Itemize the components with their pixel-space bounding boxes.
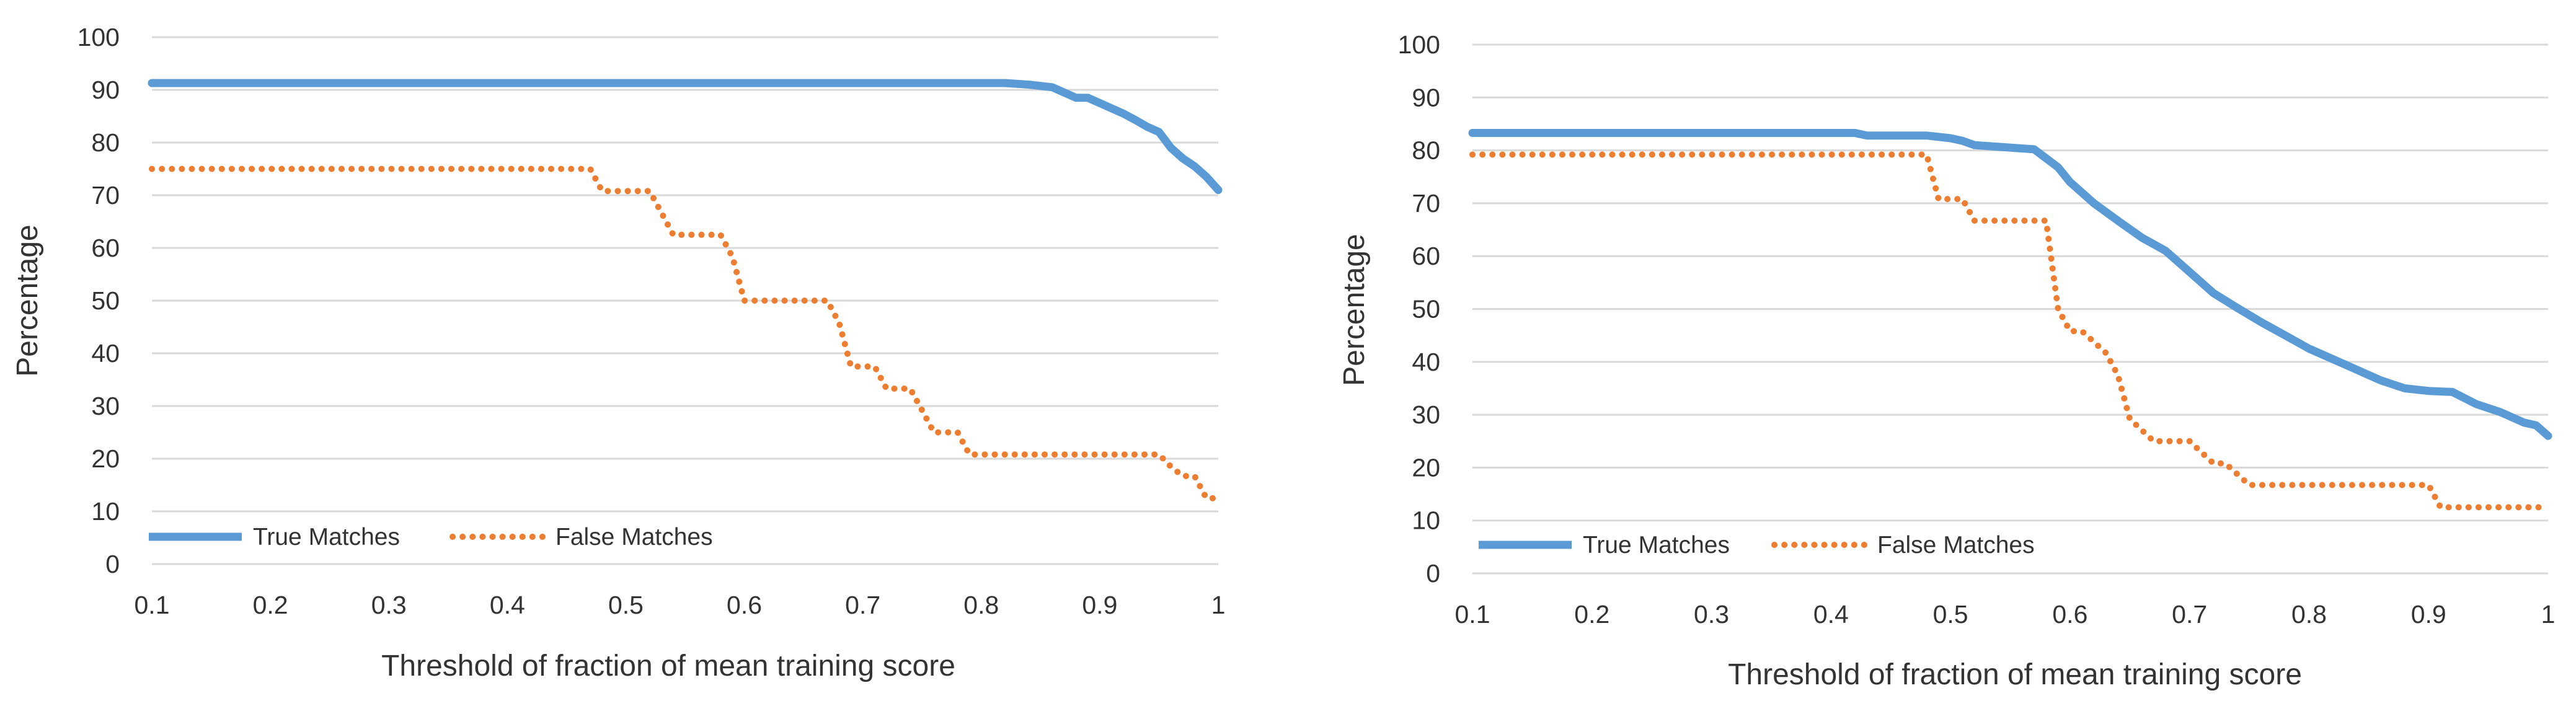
y-tick-label: 60 (1412, 242, 1440, 270)
series-line-true-matches (1468, 129, 2552, 440)
x-tick-label: 0.7 (2172, 600, 2207, 629)
x-tick-label: 0.2 (1574, 600, 1609, 629)
x-axis-title: Threshold of fraction of mean training s… (381, 650, 955, 682)
x-tick-label: 0.8 (963, 591, 999, 619)
legend-label-false-matches: False Matches (555, 524, 713, 550)
y-axis-title: Percentage (1338, 234, 1371, 386)
y-ticks: 0 10 20 30 40 50 60 70 80 90 100 (1398, 30, 1440, 588)
legend-label-false-matches: False Matches (1877, 532, 2035, 558)
series-line-true-matches (148, 79, 1223, 194)
x-tick-label: 1 (2541, 600, 2556, 629)
y-ticks: 0 10 20 30 40 50 60 70 80 90 100 (77, 23, 120, 578)
chart-left: Percentage Threshold of fraction of mean… (11, 23, 1225, 682)
y-tick-label: 50 (1412, 295, 1440, 324)
x-tick-label: 0.9 (2411, 600, 2446, 629)
y-tick-label: 90 (1412, 83, 1440, 112)
y-tick-label: 20 (1412, 453, 1440, 482)
legend-label-true-matches: True Matches (253, 524, 400, 550)
x-tick-label: 0.1 (135, 591, 170, 619)
x-tick-label: 0.6 (2052, 600, 2087, 629)
x-tick-label: 0.4 (490, 591, 525, 619)
legend: True Matches False Matches (1479, 532, 2035, 558)
y-tick-label: 60 (91, 234, 120, 262)
x-tick-label: 0.5 (1933, 600, 1968, 629)
x-tick-label: 0.7 (845, 591, 880, 619)
y-tick-label: 100 (1398, 30, 1440, 59)
y-tick-label: 30 (1412, 400, 1440, 429)
series-line-false-matches (149, 165, 1221, 501)
x-tick-label: 1 (1211, 591, 1226, 619)
x-axis-title: Threshold of fraction of mean training s… (1728, 658, 2302, 691)
y-tick-label: 80 (91, 128, 120, 157)
y-tick-label: 40 (91, 339, 120, 368)
series-line-false-matches (1469, 151, 2551, 511)
y-tick-label: 20 (91, 444, 120, 473)
y-tick-label: 70 (1412, 189, 1440, 218)
x-tick-label: 0.1 (1455, 600, 1490, 629)
x-ticks: 0.1 0.2 0.3 0.4 0.5 0.6 0.7 0.8 0.9 1 (1455, 600, 2556, 629)
x-ticks: 0.1 0.2 0.3 0.4 0.5 0.6 0.7 0.8 0.9 1 (135, 591, 1226, 619)
y-axis-title: Percentage (11, 224, 44, 377)
x-tick-label: 0.4 (1813, 600, 1849, 629)
legend: True Matches False Matches (149, 524, 713, 550)
y-tick-label: 100 (77, 23, 120, 51)
x-tick-label: 0.3 (1694, 600, 1729, 629)
y-tick-label: 10 (91, 497, 120, 526)
x-tick-label: 0.2 (253, 591, 288, 619)
y-tick-label: 50 (91, 286, 120, 315)
y-tick-label: 30 (91, 392, 120, 420)
gridlines (1472, 43, 2548, 575)
legend-label-true-matches: True Matches (1583, 532, 1730, 558)
y-tick-label: 40 (1412, 348, 1440, 376)
y-tick-label: 80 (1412, 136, 1440, 165)
x-tick-label: 0.3 (371, 591, 407, 619)
chart-right: Percentage Threshold of fraction of mean… (1338, 30, 2555, 691)
y-tick-label: 0 (105, 550, 120, 578)
x-tick-label: 0.9 (1082, 591, 1117, 619)
y-tick-label: 90 (91, 76, 120, 104)
x-tick-label: 0.5 (608, 591, 644, 619)
gridlines (152, 36, 1218, 565)
x-tick-label: 0.8 (2291, 600, 2327, 629)
y-tick-label: 10 (1412, 506, 1440, 535)
y-tick-label: 0 (1426, 559, 1440, 588)
x-tick-label: 0.6 (727, 591, 762, 619)
y-tick-label: 70 (91, 181, 120, 210)
